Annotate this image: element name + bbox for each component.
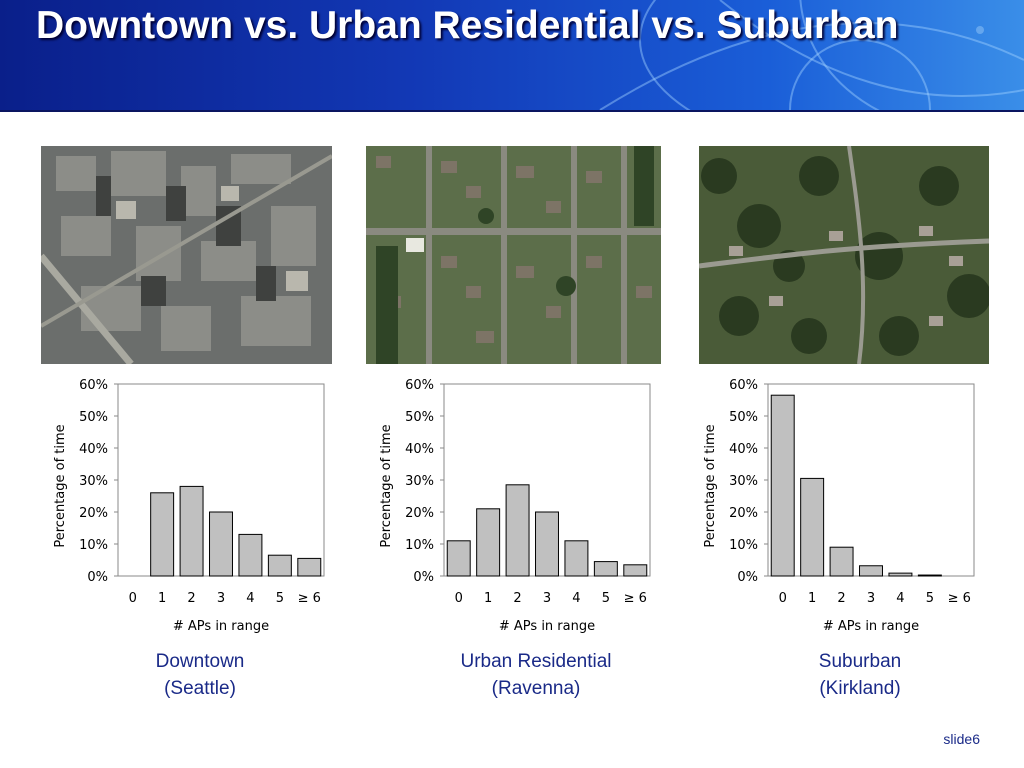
caption-line-2: (Kirkland) bbox=[819, 678, 901, 699]
bar bbox=[623, 564, 648, 577]
x-tick-label: 1 bbox=[484, 591, 492, 606]
y-axis-label: Percentage of time bbox=[53, 424, 68, 547]
bar bbox=[238, 533, 263, 577]
y-tick-label: 20% bbox=[79, 506, 108, 521]
y-tick-label: 50% bbox=[405, 410, 434, 425]
y-tick-label: 30% bbox=[79, 474, 108, 489]
bar bbox=[297, 557, 322, 577]
bar bbox=[150, 492, 175, 577]
x-tick-label: 5 bbox=[926, 591, 934, 606]
y-tick-label: 60% bbox=[79, 378, 108, 393]
bar bbox=[829, 546, 854, 577]
y-tick-label: 0% bbox=[413, 570, 434, 585]
bar-chart-downtown: 0% 10% 20% 30% 40% 50% 60% 0 1 2 3 4 5 ≥ 6 # APs in ra… bbox=[40, 372, 340, 634]
y-tick-label: 20% bbox=[405, 506, 434, 521]
y-tick-label: 50% bbox=[729, 410, 758, 425]
x-tick-label: 5 bbox=[602, 591, 610, 606]
bar bbox=[917, 574, 942, 577]
caption-line-1: Downtown bbox=[155, 651, 245, 672]
aerial-photo-urban-residential bbox=[366, 146, 661, 364]
x-tick-label: 4 bbox=[572, 591, 580, 606]
x-tick-label: ≥ 6 bbox=[948, 591, 971, 606]
bar-chart-suburban: 0% 10% 20% 30% 40% 50% 60% 0 1 2 3 4 5 ≥ 6 # APs in ra… bbox=[690, 372, 990, 634]
x-tick-label: ≥ 6 bbox=[624, 591, 647, 606]
y-tick-label: 30% bbox=[729, 474, 758, 489]
x-tick-label: 1 bbox=[158, 591, 166, 606]
slide-number: slide6 bbox=[943, 731, 980, 747]
x-tick-label: 2 bbox=[513, 591, 521, 606]
y-axis-label: Percentage of time bbox=[379, 424, 394, 547]
caption-downtown: Downtown (Seattle) bbox=[90, 648, 310, 702]
y-tick-label: 10% bbox=[729, 538, 758, 553]
plot-area bbox=[767, 383, 975, 577]
caption-line-1: Suburban bbox=[818, 651, 902, 672]
y-tick-label: 40% bbox=[405, 442, 434, 457]
x-tick-label: 4 bbox=[246, 591, 254, 606]
x-tick-label: 5 bbox=[276, 591, 284, 606]
bar bbox=[209, 511, 233, 577]
bar bbox=[476, 508, 501, 577]
x-tick-label: 2 bbox=[837, 591, 845, 606]
y-tick-label: 50% bbox=[79, 410, 108, 425]
x-tick-label: 0 bbox=[455, 591, 463, 606]
banner-decoration bbox=[599, 0, 1024, 110]
bar bbox=[800, 477, 825, 577]
y-tick-label: 0% bbox=[87, 570, 108, 585]
bar bbox=[179, 485, 204, 577]
x-axis-label: # APs in range bbox=[823, 619, 919, 634]
caption-line-2: (Ravenna) bbox=[491, 678, 581, 699]
bar bbox=[564, 540, 589, 577]
caption-line-1: Urban Residential bbox=[460, 651, 612, 672]
bar bbox=[446, 540, 471, 577]
slide-title: Downtown vs. Urban Residential vs. Subur… bbox=[36, 4, 899, 47]
bar bbox=[888, 572, 913, 577]
bar bbox=[770, 394, 795, 577]
caption-suburban: Suburban (Kirkland) bbox=[750, 648, 970, 702]
x-tick-label: 4 bbox=[896, 591, 904, 606]
bar bbox=[593, 561, 618, 577]
x-tick-label: 2 bbox=[187, 591, 195, 606]
bar bbox=[859, 565, 883, 577]
y-tick-label: 20% bbox=[729, 506, 758, 521]
y-tick-label: 30% bbox=[405, 474, 434, 489]
bar-chart-urban-residential: 0% 10% 20% 30% 40% 50% 60% 0 1 2 3 4 5 ≥ 6 # APs in ra… bbox=[366, 372, 666, 634]
title-banner: Downtown vs. Urban Residential vs. Subur… bbox=[0, 0, 1024, 112]
x-tick-label: 1 bbox=[808, 591, 816, 606]
y-axis-label: Percentage of time bbox=[703, 424, 718, 547]
aerial-photo-suburban bbox=[699, 146, 989, 364]
y-tick-label: 10% bbox=[79, 538, 108, 553]
bar bbox=[267, 554, 292, 577]
aerial-photo-downtown bbox=[41, 146, 332, 364]
x-axis-label: # APs in range bbox=[173, 619, 269, 634]
x-tick-label: 0 bbox=[779, 591, 787, 606]
caption-line-2: (Seattle) bbox=[164, 678, 236, 699]
y-tick-label: 60% bbox=[405, 378, 434, 393]
y-tick-label: 0% bbox=[737, 570, 758, 585]
x-tick-label: ≥ 6 bbox=[298, 591, 321, 606]
caption-urban-residential: Urban Residential (Ravenna) bbox=[426, 648, 646, 702]
y-tick-label: 40% bbox=[79, 442, 108, 457]
x-tick-label: 0 bbox=[129, 591, 137, 606]
x-tick-label: 3 bbox=[543, 591, 551, 606]
y-tick-label: 10% bbox=[405, 538, 434, 553]
x-tick-label: 3 bbox=[217, 591, 225, 606]
bar bbox=[535, 511, 559, 577]
x-tick-label: 3 bbox=[867, 591, 875, 606]
bar bbox=[505, 484, 530, 577]
y-tick-label: 40% bbox=[729, 442, 758, 457]
x-axis-label: # APs in range bbox=[499, 619, 595, 634]
y-tick-label: 60% bbox=[729, 378, 758, 393]
